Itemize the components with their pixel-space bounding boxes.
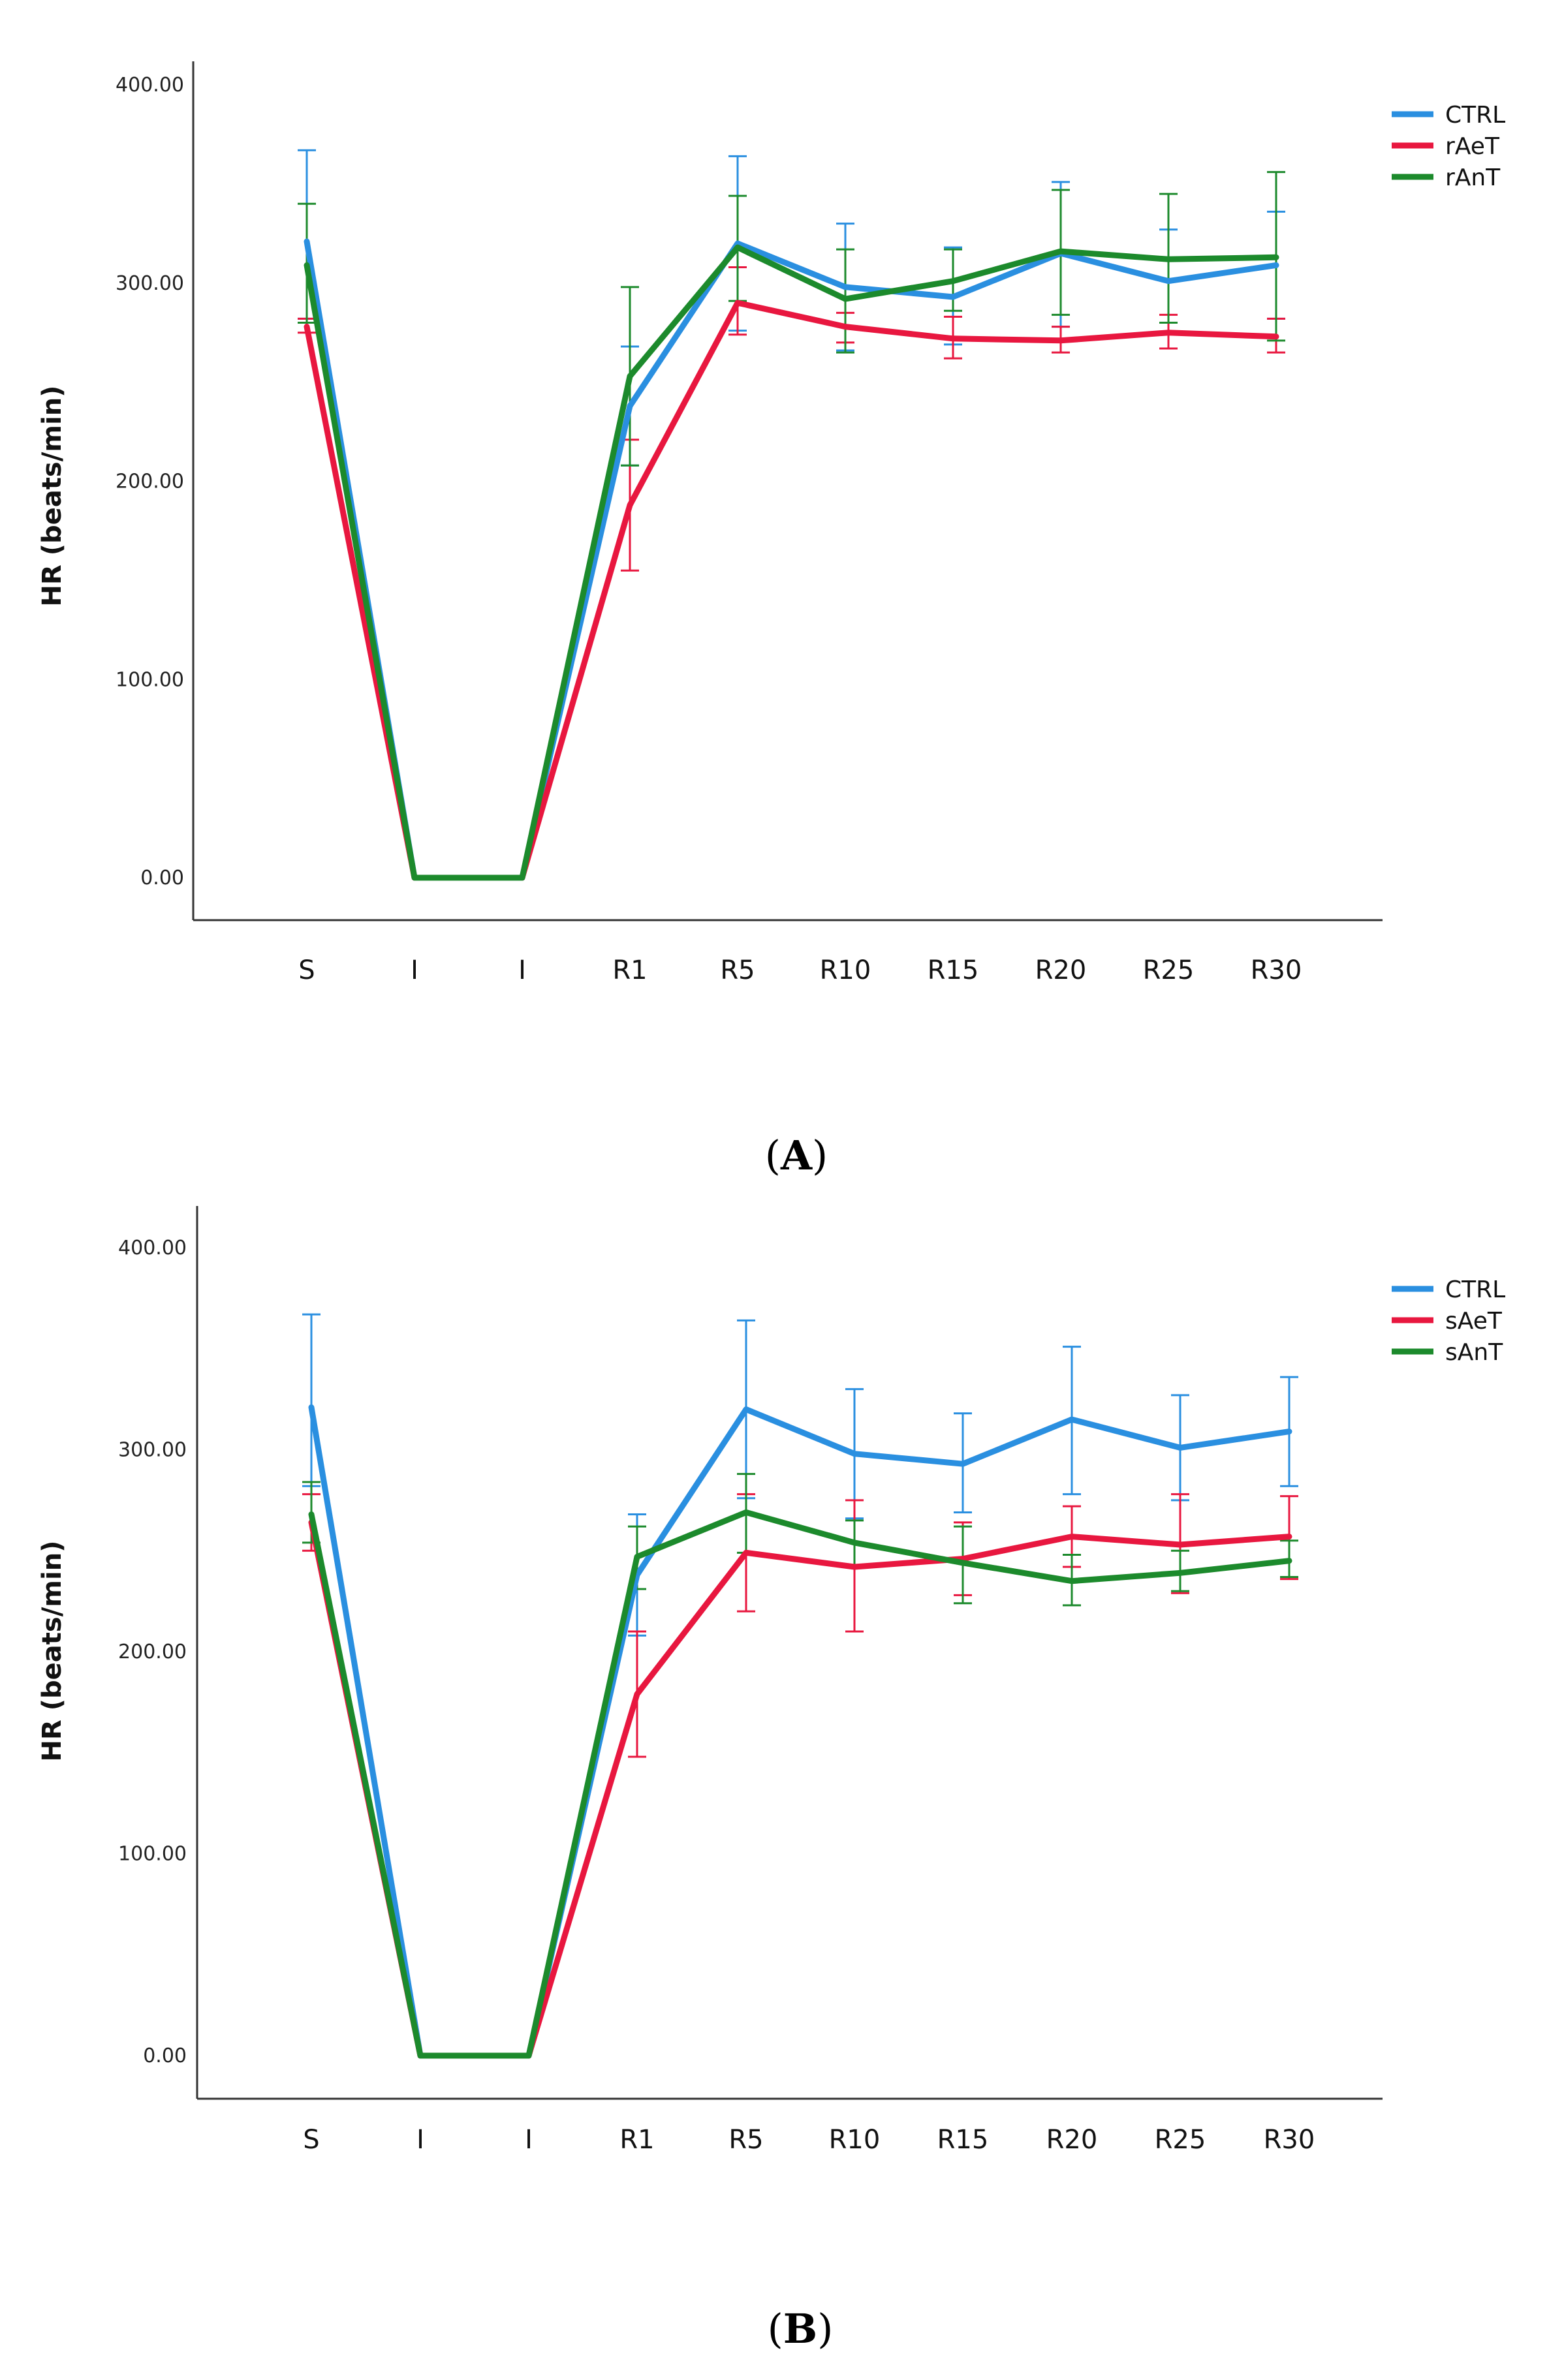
series-line-ctrl: [308, 1404, 1292, 2059]
x-tick-label: R30: [1251, 955, 1302, 985]
error-bars-ctrl: [298, 149, 1285, 467]
x-tick-label: S: [298, 955, 315, 985]
y-tick-label: 200.00: [116, 471, 184, 493]
y-tick-labels: 0.00 100.00 200.00 300.00 400.00: [116, 74, 184, 889]
legend-label: sAnT: [1445, 1339, 1503, 1366]
x-tick-label: S: [303, 2125, 319, 2155]
plot-area: [298, 149, 1285, 881]
panel-letter-b: B: [783, 2305, 817, 2353]
x-tick-label: I: [525, 2125, 533, 2155]
x-tick-label: R15: [928, 955, 979, 985]
y-tick-label: 0.00: [143, 2045, 187, 2067]
x-tick-label: R20: [1035, 955, 1087, 985]
y-tick-label: 100.00: [118, 1843, 187, 1866]
y-tick-label: 400.00: [118, 1237, 187, 1260]
x-tick-label: R15: [937, 2125, 989, 2155]
x-tick-label: I: [416, 2125, 424, 2155]
y-tick-label: 300.00: [118, 1439, 187, 1462]
y-axis-title: HR (beats/min): [37, 1541, 67, 1762]
plot-area: [302, 1313, 1298, 2059]
x-tick-label: R5: [720, 955, 755, 985]
y-tick-label: 0.00: [140, 867, 184, 889]
y-tick-labels: 0.00 100.00 200.00 300.00 400.00: [118, 1237, 187, 2067]
error-bars-rant: [298, 171, 1285, 467]
x-tick-label: I: [518, 955, 526, 985]
error-bars-saet: [302, 1493, 1298, 1758]
y-tick-label: 200.00: [118, 1641, 187, 1663]
x-tick-label: R25: [1155, 2125, 1206, 2155]
x-tick-label: R30: [1264, 2125, 1315, 2155]
error-bars-ctrl: [302, 1313, 1298, 1637]
x-tick-label: I: [411, 955, 418, 985]
chart-panel-a: HR (beats/min) 0.00 100.00 200.00 300.00 400…: [37, 61, 1505, 985]
series-line-raet: [304, 300, 1279, 881]
x-tick-label: R20: [1046, 2125, 1098, 2155]
y-tick-label: 100.00: [116, 668, 184, 691]
x-tick-label: R1: [612, 955, 647, 985]
x-tick-label: R25: [1143, 955, 1195, 985]
y-tick-label: 400.00: [116, 74, 184, 97]
panel-label-a: (A): [765, 1132, 828, 1179]
x-tick-labels: S I I R1 R5 R10 R15 R20 R25 R30: [298, 955, 1302, 985]
x-tick-label: R5: [728, 2125, 763, 2155]
chart-panel-b: HR (beats/min) 0.00 100.00 200.00 300.00 400…: [37, 1206, 1505, 2155]
legend: CTRL rAeT rAnT: [1392, 102, 1505, 191]
panel-letter-a: A: [780, 1132, 813, 1179]
legend-label: rAnT: [1445, 164, 1501, 191]
legend-label: sAeT: [1445, 1308, 1503, 1335]
x-tick-label: R10: [820, 955, 871, 985]
legend: CTRL sAeT sAnT: [1392, 1276, 1505, 1366]
series-line-rant: [304, 244, 1279, 881]
x-tick-label: R10: [829, 2125, 881, 2155]
y-tick-label: 300.00: [116, 272, 184, 295]
legend-label: CTRL: [1445, 102, 1505, 129]
x-tick-labels: S I I R1 R5 R10 R15 R20 R25 R30: [303, 2125, 1315, 2155]
x-tick-label: R1: [619, 2125, 654, 2155]
series-line-sant: [308, 1509, 1292, 2059]
panel-label-b: (B): [768, 2305, 834, 2353]
y-axis-title: HR (beats/min): [37, 386, 67, 607]
legend-label: rAeT: [1445, 133, 1500, 160]
legend-label: CTRL: [1445, 1276, 1505, 1303]
series-line-saet: [308, 1519, 1292, 2059]
